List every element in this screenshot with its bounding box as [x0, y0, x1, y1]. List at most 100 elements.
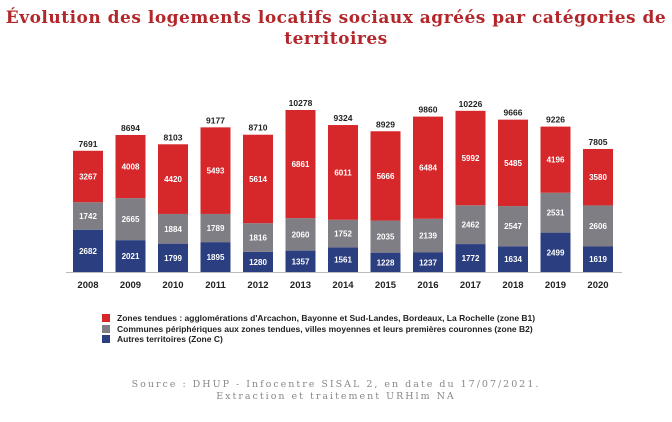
total-label: 8103 — [164, 132, 183, 142]
bar-segment — [243, 223, 273, 252]
segment-label: 2021 — [122, 252, 140, 261]
year-tick-label: 2015 — [375, 280, 397, 291]
bar-segment — [370, 252, 401, 272]
bar-segment — [285, 110, 316, 219]
total-label: 9226 — [546, 115, 565, 125]
total-label: 9324 — [334, 113, 353, 123]
segment-label: 1619 — [589, 255, 607, 264]
segment-label: 1789 — [207, 224, 225, 233]
segment-label: 1799 — [164, 254, 182, 263]
segment-label: 1237 — [419, 258, 437, 267]
segment-label: 2606 — [589, 222, 607, 231]
segment-label: 4008 — [122, 163, 140, 172]
year-tick-label: 2020 — [587, 280, 608, 291]
segment-label: 2665 — [122, 215, 140, 224]
bar-segment — [200, 213, 231, 243]
year-tick-label: 2013 — [290, 280, 311, 291]
legend-label: Zones tendues : agglomérations d'Arcacho… — [117, 313, 536, 324]
segment-label: 1895 — [207, 253, 225, 262]
bar-segment — [455, 244, 486, 272]
segment-label: 2531 — [547, 209, 565, 218]
bar-segment — [540, 232, 571, 272]
segment-label: 2060 — [292, 230, 310, 239]
year-tick-label: 2017 — [460, 280, 481, 291]
bar-segment — [158, 243, 188, 272]
bar-segment — [158, 144, 188, 214]
bar-segment — [413, 218, 443, 253]
segment-label: 6484 — [419, 164, 437, 173]
segment-label: 5614 — [249, 175, 267, 184]
bar-segment — [73, 202, 103, 230]
segment-label: 6011 — [334, 168, 352, 177]
bar-segment — [243, 251, 273, 272]
total-label: 9666 — [504, 108, 523, 118]
segment-label: 2139 — [419, 232, 437, 241]
segment-label: 5992 — [462, 154, 480, 163]
source-line-1: Source : DHUP - Infocentre SISAL 2, en d… — [131, 379, 541, 390]
total-label: 8694 — [121, 123, 140, 133]
bar-segment — [73, 229, 103, 272]
legend: Zones tendues : agglomérations d'Arcacho… — [102, 313, 535, 345]
bar-segment — [243, 134, 273, 224]
year-tick-label: 2010 — [162, 280, 183, 291]
bar-segment — [370, 131, 401, 221]
segment-label: 1816 — [249, 234, 267, 243]
total-label: 8929 — [376, 119, 395, 129]
total-label: 10278 — [289, 98, 313, 108]
bar-segment — [370, 220, 401, 253]
segment-label: 2682 — [79, 247, 97, 256]
bar-segment — [200, 127, 231, 214]
bar-segment — [328, 219, 358, 248]
chart-title: Évolution des logements locatifs sociaux… — [5, 8, 667, 49]
total-label: 9860 — [419, 105, 438, 115]
bar-segment — [115, 240, 146, 272]
total-label: 8710 — [249, 123, 268, 133]
bar-segment — [328, 247, 358, 272]
bar-segment — [413, 252, 443, 272]
bar-segment — [285, 218, 316, 251]
legend-label: Autres territoires (Zone C) — [117, 334, 223, 345]
segment-label: 4196 — [547, 156, 565, 165]
total-label: 9177 — [206, 115, 225, 125]
segment-label: 1742 — [79, 212, 97, 221]
segment-label: 5493 — [207, 167, 225, 176]
segment-label: 1357 — [292, 257, 310, 266]
segment-label: 5666 — [377, 172, 395, 181]
bar-segment — [115, 198, 146, 241]
segment-label: 1884 — [164, 225, 182, 234]
stacked-bar-chart: 2682 1742 3267 7691 2008 2021 2665 4008 8694 2009… — [66, 98, 622, 291]
bar-segment — [73, 150, 103, 203]
legend-item: Autres territoires (Zone C) — [102, 334, 535, 345]
year-tick-label: 2014 — [332, 280, 354, 291]
segment-label: 3580 — [589, 173, 607, 182]
year-tick-label: 2019 — [545, 280, 566, 291]
bar-segment — [413, 116, 443, 219]
segment-label: 2462 — [462, 221, 480, 230]
source-note: Source : DHUP - Infocentre SISAL 2, en d… — [0, 379, 672, 403]
legend-item: Zones tendues : agglomérations d'Arcacho… — [102, 313, 535, 324]
segment-label: 1752 — [334, 230, 352, 239]
total-label: 10226 — [459, 99, 483, 109]
year-tick-label: 2008 — [77, 280, 98, 291]
segment-label: 5485 — [504, 159, 522, 168]
segment-label: 1228 — [377, 258, 395, 267]
bar-segment — [200, 242, 231, 272]
bar-segment — [285, 250, 316, 272]
segment-label: 2499 — [547, 248, 565, 257]
year-tick-label: 2018 — [502, 280, 523, 291]
segment-label: 1634 — [504, 255, 522, 264]
bar-segment — [158, 213, 188, 244]
segment-label: 1561 — [334, 256, 352, 265]
segment-label: 4420 — [164, 175, 182, 184]
total-label: 7805 — [589, 137, 608, 147]
bar-segment — [583, 148, 613, 206]
segment-label: 3267 — [79, 173, 97, 182]
year-tick-label: 2011 — [205, 280, 226, 291]
bar-segment — [498, 246, 528, 272]
segment-label: 1280 — [249, 258, 267, 267]
bar-segment — [455, 205, 486, 245]
source-line-2: Extraction et traitement URHlm NA — [216, 391, 456, 402]
bar-segment — [583, 246, 613, 272]
year-tick-label: 2009 — [120, 280, 141, 291]
total-label: 7691 — [79, 139, 98, 149]
